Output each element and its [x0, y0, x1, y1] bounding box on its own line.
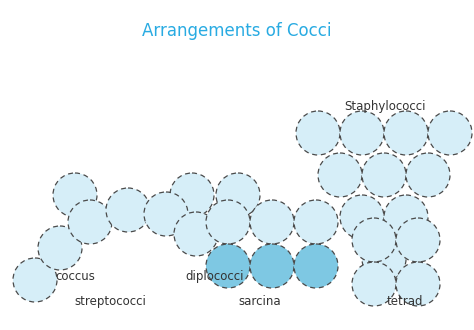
Ellipse shape: [428, 111, 472, 155]
Text: Arrangements of Cocci: Arrangements of Cocci: [142, 22, 332, 40]
Ellipse shape: [396, 218, 440, 262]
Ellipse shape: [340, 195, 384, 239]
Text: Staphylococci: Staphylococci: [344, 100, 426, 113]
Text: diplococci: diplococci: [186, 270, 244, 283]
Ellipse shape: [318, 153, 362, 197]
Ellipse shape: [174, 212, 218, 256]
Ellipse shape: [13, 258, 57, 302]
Ellipse shape: [384, 111, 428, 155]
Ellipse shape: [144, 192, 188, 236]
Text: coccus: coccus: [55, 270, 95, 283]
Ellipse shape: [294, 244, 338, 288]
Ellipse shape: [352, 218, 396, 262]
Ellipse shape: [250, 244, 294, 288]
Ellipse shape: [38, 226, 82, 270]
Ellipse shape: [352, 262, 396, 306]
Ellipse shape: [106, 188, 150, 232]
Ellipse shape: [384, 195, 428, 239]
Ellipse shape: [216, 173, 260, 217]
Text: sarcina: sarcina: [239, 295, 281, 308]
Ellipse shape: [362, 153, 406, 197]
Ellipse shape: [170, 173, 214, 217]
Ellipse shape: [250, 200, 294, 244]
Ellipse shape: [206, 244, 250, 288]
Ellipse shape: [294, 200, 338, 244]
Ellipse shape: [396, 262, 440, 306]
Ellipse shape: [53, 173, 97, 217]
Ellipse shape: [68, 200, 112, 244]
Text: tetrad: tetrad: [387, 295, 423, 308]
Text: streptococci: streptococci: [74, 295, 146, 308]
Ellipse shape: [296, 111, 340, 155]
Ellipse shape: [206, 200, 250, 244]
Ellipse shape: [406, 153, 450, 197]
Ellipse shape: [340, 111, 384, 155]
Ellipse shape: [362, 237, 406, 281]
